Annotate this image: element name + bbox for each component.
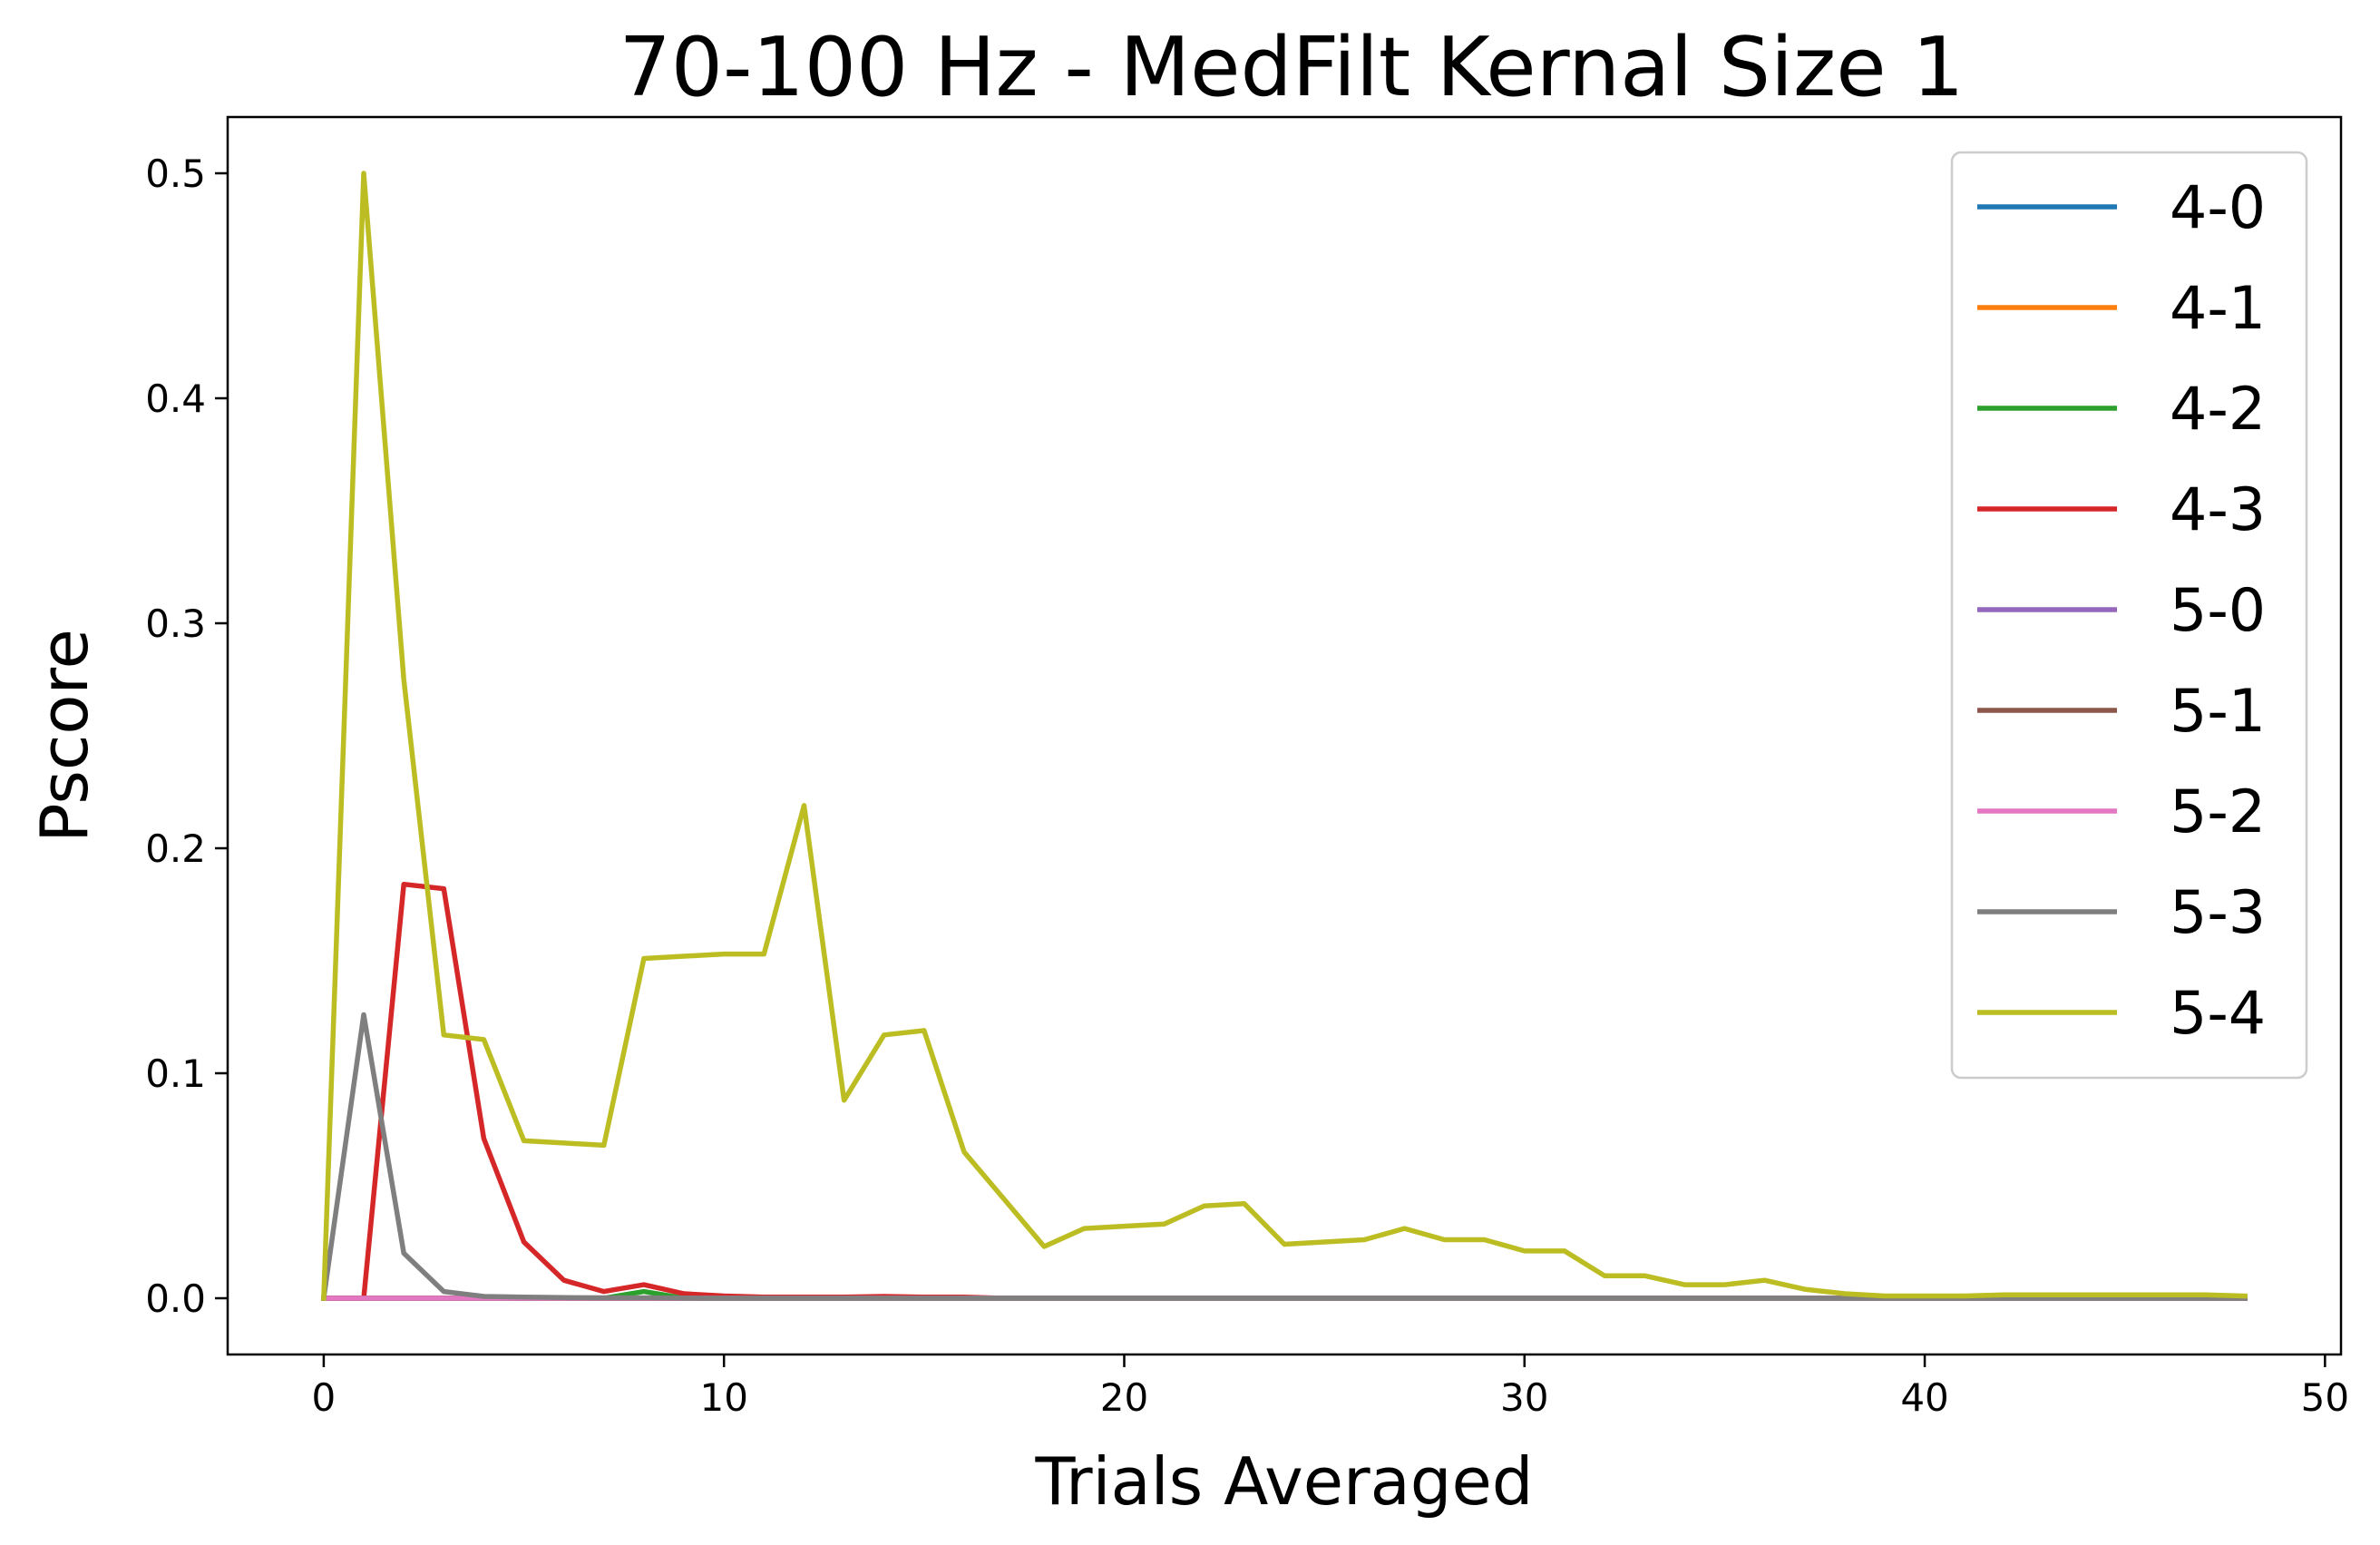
legend-label: 5-0 bbox=[2170, 577, 2266, 645]
series-line-5-4 bbox=[321, 171, 2248, 1301]
legend-label: 4-3 bbox=[2170, 476, 2266, 544]
chart-title: 70-100 Hz - MedFilt Kernal Size 1 bbox=[619, 20, 1964, 115]
x-tick-label: 20 bbox=[1100, 1375, 1148, 1420]
y-tick-label: 0.3 bbox=[145, 601, 206, 646]
x-tick-label: 30 bbox=[1500, 1375, 1548, 1420]
x-axis-ticks: 0 10 20 30 40 50 bbox=[312, 1354, 2349, 1420]
legend-box bbox=[1950, 151, 2308, 1080]
y-tick-label: 0.0 bbox=[145, 1276, 206, 1321]
y-axis-ticks: 0.0 0.1 0.2 0.3 0.4 0.5 bbox=[145, 152, 228, 1321]
legend: 4-0 4-1 4-2 4-3 5-0 5-1 5-2 5-3 5-4 bbox=[1950, 151, 2308, 1080]
x-tick-label: 40 bbox=[1900, 1375, 1948, 1420]
x-tick-label: 10 bbox=[699, 1375, 747, 1420]
y-axis-label: Pscore bbox=[26, 629, 102, 843]
y-tick-label: 0.1 bbox=[145, 1051, 206, 1096]
x-axis-label: Trials Averaged bbox=[1035, 1443, 1534, 1520]
series-lines bbox=[320, 171, 2248, 1302]
legend-label: 4-2 bbox=[2170, 376, 2266, 444]
legend-items: 4-0 4-1 4-2 4-3 5-0 5-1 5-2 5-3 5-4 bbox=[1977, 174, 2266, 1048]
legend-label: 5-1 bbox=[2170, 678, 2266, 746]
plot-area bbox=[226, 115, 2343, 1356]
legend-label: 4-0 bbox=[2170, 174, 2266, 242]
legend-label: 5-4 bbox=[2170, 980, 2266, 1048]
legend-label: 5-3 bbox=[2170, 879, 2266, 947]
y-tick-label: 0.2 bbox=[145, 826, 206, 871]
x-tick-label: 0 bbox=[312, 1375, 337, 1420]
legend-label: 4-1 bbox=[2170, 275, 2266, 343]
x-tick-label: 50 bbox=[2301, 1375, 2349, 1420]
y-tick-label: 0.5 bbox=[145, 152, 206, 196]
y-tick-label: 0.4 bbox=[145, 376, 206, 421]
legend-label: 5-2 bbox=[2170, 778, 2266, 846]
